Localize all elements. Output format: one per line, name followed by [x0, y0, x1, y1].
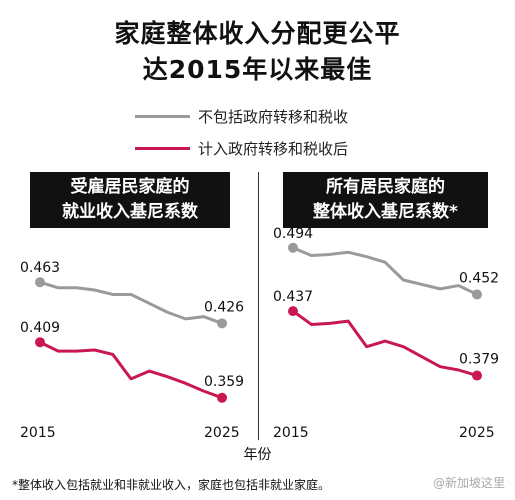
x-axis-title: 年份 [243, 447, 272, 463]
data-label-last: 0.359 [204, 374, 244, 390]
data-point-last [217, 392, 227, 403]
x-tick-label: 2015 [273, 425, 309, 441]
legend: 不包括政府转移和税收 计入政府转移和税收后 [135, 104, 348, 168]
x-tick-label: 2015 [20, 425, 56, 441]
panel-title-line-2: 就业收入基尼系数 [62, 202, 198, 222]
panel-title-line-1: 所有居民家庭的 [326, 177, 445, 197]
panel-title-line-1: 受雇居民家庭的 [70, 177, 190, 197]
legend-swatch-gray [135, 114, 190, 118]
series-line-net [291, 309, 479, 378]
panel-title-all-households: 所有居民家庭的 整体收入基尼系数* [283, 172, 488, 228]
series-line-gross [38, 280, 224, 325]
data-point-last [217, 318, 227, 329]
data-label-last: 0.452 [459, 270, 499, 286]
data-label-last: 0.379 [459, 352, 499, 368]
panel-divider [258, 172, 259, 440]
chart-title-line-2: 达2015年以来最佳 [142, 55, 373, 84]
data-label-last: 0.426 [204, 299, 244, 315]
legend-item-gross: 不包括政府转移和税收 [135, 104, 348, 128]
panel-title-line-2: 整体收入基尼系数* [313, 202, 458, 222]
chart-title-line-1: 家庭整体收入分配更公平 [114, 19, 401, 48]
data-label-first: 0.494 [273, 226, 313, 242]
panel-title-employed: 受雇居民家庭的 就业收入基尼系数 [30, 172, 230, 228]
data-point-first [35, 277, 45, 288]
legend-swatch-red [135, 146, 190, 150]
series-line-net [38, 340, 224, 400]
footnote: *整体收入包括就业和非就业收入，家庭也包括非就业家庭。 [12, 478, 331, 492]
data-label-first: 0.409 [20, 320, 60, 336]
data-point-last [472, 370, 482, 381]
watermark: @新加坡这里 [432, 476, 505, 490]
x-tick-label: 2025 [204, 425, 240, 441]
data-label-first: 0.463 [20, 260, 60, 276]
data-point-first [35, 337, 45, 348]
data-point-first [288, 242, 298, 253]
data-point-last [472, 289, 482, 300]
x-tick-label: 2025 [459, 425, 495, 441]
data-point-first [288, 306, 298, 317]
legend-label-gross: 不包括政府转移和税收 [198, 107, 349, 126]
legend-label-net: 计入政府转移和税收后 [198, 139, 349, 158]
series-line-gross [291, 246, 479, 296]
legend-item-net: 计入政府转移和税收后 [135, 136, 348, 160]
data-label-first: 0.437 [273, 289, 313, 305]
